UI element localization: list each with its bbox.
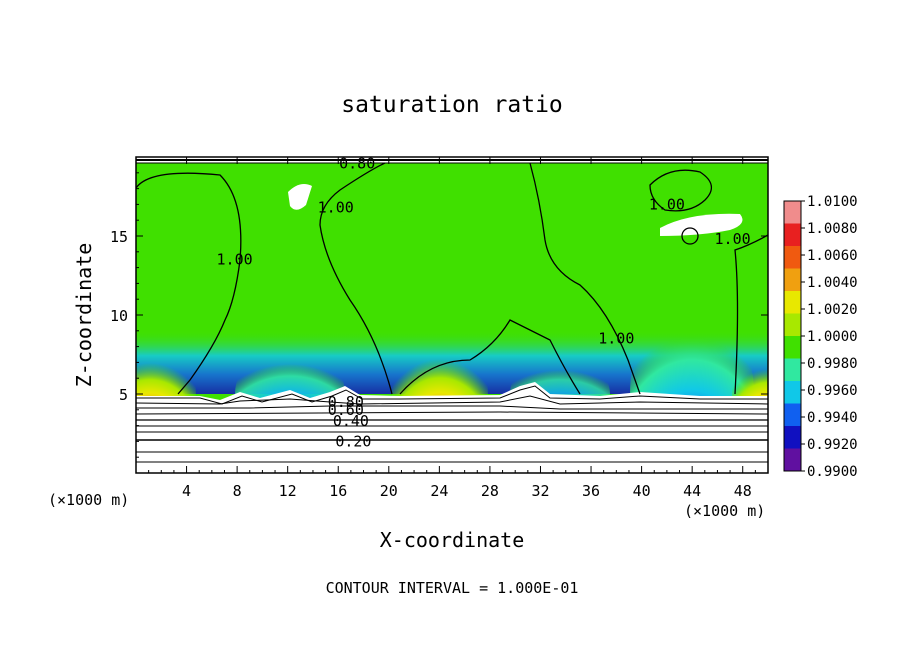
contour-label: 0.20 <box>335 432 371 450</box>
colorbar-label: 1.0000 <box>807 329 858 345</box>
x-tick-label: 8 <box>233 482 242 500</box>
colorbar-swatch <box>784 448 801 472</box>
colorbar-swatch <box>784 291 801 314</box>
colorbar-swatch <box>784 358 801 382</box>
colorbar-label: 0.9920 <box>807 437 858 453</box>
colorbar-swatch <box>784 313 801 337</box>
colorbar: 1.0100 1.0080 1.0060 1.0040 1.0020 1.0000 0.99… <box>783 194 858 480</box>
x-tick-label: 4 <box>182 482 191 500</box>
colorbar-label: 1.0060 <box>807 248 858 264</box>
colorbar-swatch <box>784 223 801 247</box>
contour-label: 1.00 <box>318 199 354 217</box>
x-axis-label: X-coordinate <box>380 528 525 552</box>
x-tick-label: 40 <box>633 482 651 500</box>
upper-patch-right <box>660 213 743 236</box>
colorbar-swatch <box>784 336 801 359</box>
colorbar-label: 1.0100 <box>807 194 858 210</box>
sub-surface <box>136 382 768 473</box>
colorbar-label: 1.0040 <box>807 275 858 291</box>
x-tick-label: 44 <box>683 482 701 500</box>
x-tick-label: 28 <box>481 482 499 500</box>
contour-labels: 0.801.001.001.001.001.000.800.600.400.20 <box>217 154 751 450</box>
x-unit-right: (×1000 m) <box>684 502 765 520</box>
colorbar-swatch <box>784 268 801 292</box>
x-tick-label: 48 <box>734 482 752 500</box>
colorbar-swatch <box>784 381 801 404</box>
x-tick-label: 16 <box>329 482 347 500</box>
colorbar-label: 0.9980 <box>807 356 858 372</box>
contours-lower <box>136 385 768 463</box>
x-tick-label: 24 <box>430 482 448 500</box>
colorbar-swatch <box>784 426 801 449</box>
chart-title: saturation ratio <box>341 92 563 118</box>
contour-label: 0.40 <box>333 412 369 430</box>
colorbar-swatch <box>784 246 801 269</box>
upper-patch-left <box>288 184 312 210</box>
colorbar-label: 0.9960 <box>807 383 858 399</box>
x-unit-left: (×1000 m) <box>48 491 129 509</box>
x-tick-label: 36 <box>582 482 600 500</box>
plot-area <box>136 157 768 473</box>
colorbar-swatch <box>784 403 801 427</box>
contours-1.00 <box>136 162 768 395</box>
contour-label: 0.60 <box>328 401 364 419</box>
y-tick-label: 5 <box>119 386 128 404</box>
x-axis: 4 8 12 16 20 24 28 32 36 40 44 48 <box>148 157 756 500</box>
y-tick-label: 15 <box>110 228 128 246</box>
y-axis-label: Z-coordinate <box>72 243 96 388</box>
y-axis: 5 10 15 <box>110 172 768 458</box>
colorbar-label: 0.9940 <box>807 410 858 426</box>
contour-label: 0.80 <box>328 393 364 411</box>
colorbar-label: 1.0020 <box>807 302 858 318</box>
contour-label: 1.00 <box>217 251 253 269</box>
contour-label: 1.00 <box>649 195 685 213</box>
colorbar-label: 1.0080 <box>807 221 858 237</box>
x-tick-label: 32 <box>531 482 549 500</box>
x-tick-label: 12 <box>279 482 297 500</box>
colorbar-swatch <box>784 201 801 224</box>
contour-label: 1.00 <box>715 230 751 248</box>
y-tick-label: 10 <box>110 307 128 325</box>
contour-label: 0.80 <box>339 154 375 172</box>
x-tick-label: 20 <box>380 482 398 500</box>
colorbar-label: 0.9900 <box>807 464 858 480</box>
contour-label: 1.00 <box>598 330 634 348</box>
contour-interval-footer: CONTOUR INTERVAL = 1.000E-01 <box>326 579 579 597</box>
